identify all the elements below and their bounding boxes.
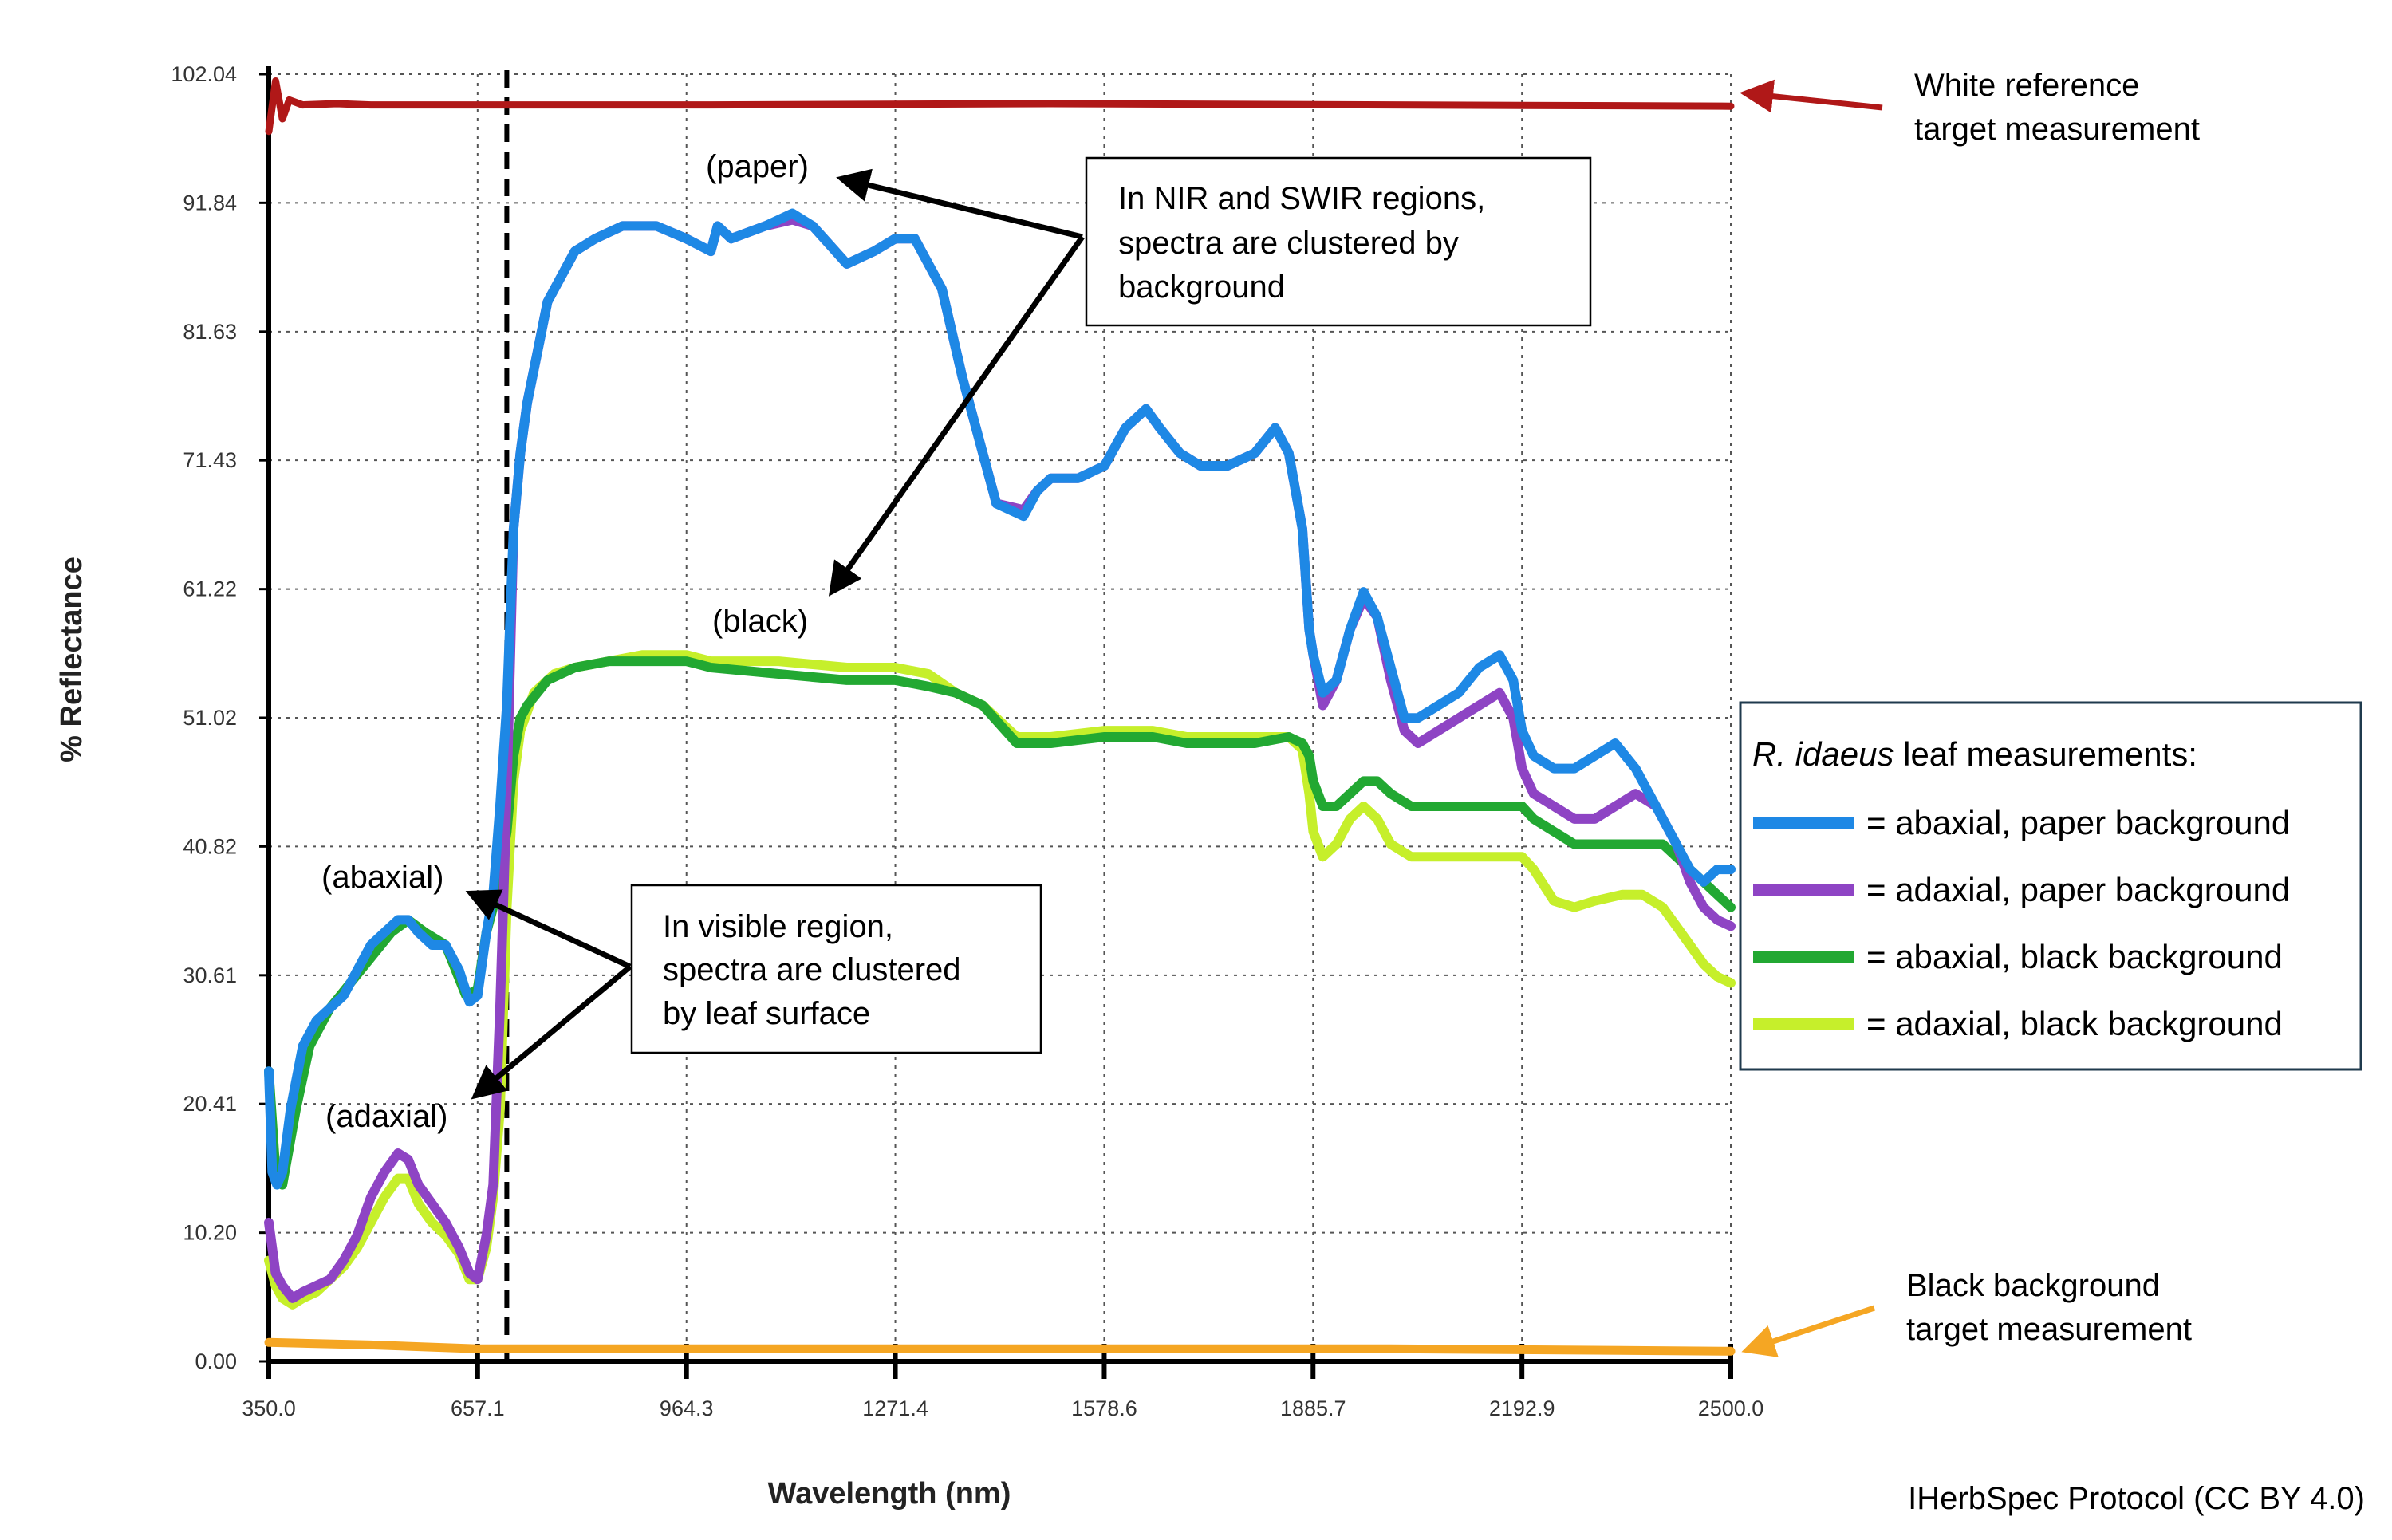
nir-box-line-2: spectra are clustered by [1118,226,1459,261]
axes [259,66,1733,1379]
y-tick-label: 10.20 [183,1221,237,1245]
series-line-black-ref [264,1337,1736,1356]
series-lines [264,77,1736,1356]
nir-box-line-3: background [1118,270,1285,305]
series-line-white-ref [265,77,1735,136]
y-tick-label: 81.63 [183,320,237,344]
x-axis-title: Wavelength (nm) [768,1477,1011,1510]
callout-arrows [465,79,1883,1357]
annotation-abaxial: (abaxial) [321,860,443,895]
credit-text: IHerbSpec Protocol (CC BY 4.0) [1908,1481,2365,1516]
y-tick-label: 30.61 [183,963,237,987]
x-tick-label: 2500.0 [1698,1396,1764,1420]
white-ref-line-1: White reference [1914,68,2139,103]
nir-annotation-box: In NIR and SWIR regions, spectra are clu… [1085,156,1592,327]
legend-label-adaxial-black: = adaxial, black background [1866,1005,2283,1042]
arrow-to-paper [836,168,1083,240]
annotation-black: (black) [712,604,808,639]
legend-title-rest: leaf measurements: [1894,735,2197,773]
white-reference-label: White reference target measurement [1914,68,2200,147]
legend-title: R. idaeus leaf measurements: [1752,735,2197,773]
series-line-adaxial-paper [264,215,1736,1303]
y-tick-label: 0.00 [195,1349,237,1373]
black-ref-line-1: Black background [1906,1268,2160,1303]
x-tick-label: 2192.9 [1489,1396,1555,1420]
arrow-black-reference [1741,1305,1876,1357]
white-ref-line-2: target measurement [1914,112,2200,147]
legend-title-species: R. idaeus [1752,735,1894,773]
y-tick-label: 61.22 [183,577,237,601]
x-tick-label: 350.0 [242,1396,296,1420]
legend: R. idaeus leaf measurements: = abaxial, … [1739,701,2362,1071]
visible-annotation-box: In visible region, spectra are clustered… [630,884,1042,1054]
arrow-white-reference [1740,79,1883,113]
x-tick-label: 657.1 [451,1396,505,1420]
vis-box-line-1: In visible region, [663,909,893,944]
legend-label-abaxial-black: = abaxial, black background [1866,938,2283,975]
arrow-to-adaxial [471,964,632,1100]
y-tick-label: 51.02 [183,706,237,730]
x-tick-label: 1578.6 [1071,1396,1137,1420]
black-ref-line-2: target measurement [1906,1312,2192,1347]
y-tick-label: 91.84 [183,191,237,215]
y-tick-label: 102.04 [171,62,237,86]
black-reference-label: Black background target measurement [1906,1268,2192,1347]
y-tick-label: 40.82 [183,834,237,858]
annotation-adaxial: (adaxial) [325,1099,447,1134]
x-tick-label: 964.3 [660,1396,714,1420]
tick-labels: 0.00 10.20 20.41 30.61 40.82 51.02 61.22 71.43 8… [171,62,1763,1420]
arrow-to-black [828,234,1085,597]
y-axis-title: % Reflectance [55,557,89,762]
y-tick-label: 20.41 [183,1092,237,1116]
x-tick-label: 1885.7 [1280,1396,1346,1420]
series-line-abaxial-paper [264,208,1736,1190]
arrow-to-abaxial [465,889,632,970]
nir-box-line-1: In NIR and SWIR regions, [1118,181,1485,216]
x-tick-label: 1271.4 [862,1396,928,1420]
annotation-paper: (paper) [706,149,809,184]
legend-label-adaxial-paper: = adaxial, paper background [1866,871,2290,908]
legend-label-abaxial-paper: = abaxial, paper background [1866,804,2290,841]
vis-box-line-2: spectra are clustered [663,952,961,987]
vis-box-line-3: by leaf surface [663,996,870,1031]
y-tick-label: 71.43 [183,448,237,472]
